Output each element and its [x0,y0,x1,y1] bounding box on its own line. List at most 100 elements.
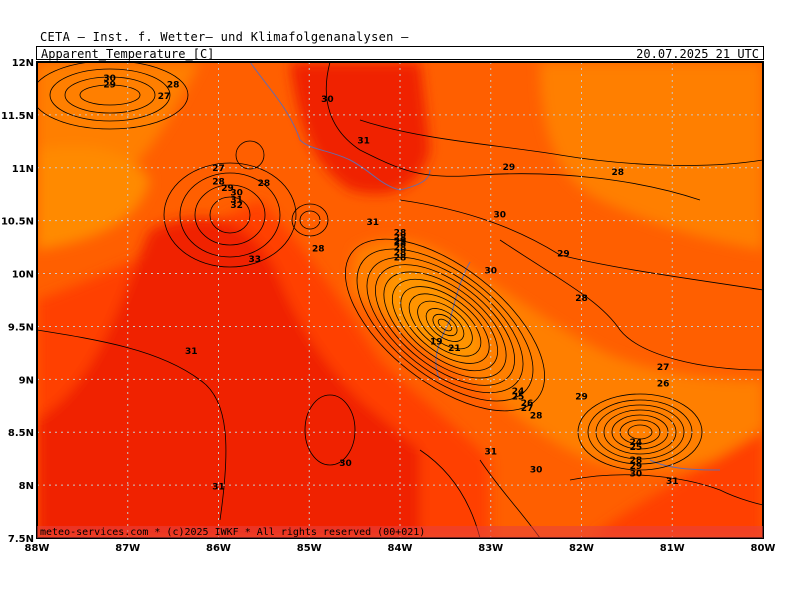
contour-path [399,199,763,291]
contour-ring [425,308,465,342]
lon-label: 84W [388,543,413,554]
contour-label: 24 [512,387,525,397]
contour-label: 31 [367,218,380,228]
contour-label: 28 [394,243,407,253]
contour-label: 21 [448,344,461,354]
contour-ring [79,84,141,106]
lat-label: 8N [19,481,34,492]
contour-label: 28 [394,228,407,238]
contour-ring [291,203,329,237]
lon-label: 82W [569,543,594,554]
contour-ring [408,293,482,357]
contour-label: 28 [258,179,271,189]
shaded-field [37,62,763,538]
contour-cluster-nw [37,62,189,130]
field-zone [540,62,763,250]
contour-label: 28 [630,456,643,466]
contour-label: 28 [612,168,625,178]
contour-label: 33 [249,255,262,265]
contour-label: 30 [339,459,352,469]
contour-ring [344,238,546,412]
contour-label: 30 [630,470,643,480]
lon-label: 85W [297,543,322,554]
contour-ring [209,196,251,234]
contour-label: 26 [521,399,534,409]
contour-label: 27 [521,404,534,414]
contour-ring [400,286,490,364]
field-zone [350,239,763,471]
contour-label: 29 [630,462,643,472]
contour-label: 31 [230,196,243,206]
contour-label: 28 [575,294,588,304]
field-zone [590,430,763,538]
contour-ring [179,172,281,258]
contour-label: 29 [221,184,234,194]
contour-label: 30 [230,188,243,198]
contour-label: 30 [321,95,334,105]
contour-ring [627,424,653,440]
contour-label: 28 [312,244,325,254]
contour-ring [383,271,507,379]
contour-label: 30 [103,74,116,84]
contour-label: 32 [230,201,243,211]
contour-ring [194,184,266,246]
contour-label: 27 [158,92,171,102]
field-zone [37,146,150,250]
contour-path [499,239,763,371]
contour-ring [417,300,473,350]
contour-ring [49,68,171,122]
contour-ring [299,210,321,230]
valid-time-label: 20.07.2025 21 UTC [636,47,759,61]
contour-lines [37,62,763,538]
contour-label: 27 [212,164,225,174]
footer-strip [37,526,763,538]
contour-path [325,62,701,201]
contour-label: 29 [575,392,588,402]
lat-lon-grid [37,62,763,538]
contour-label: 28 [394,233,407,243]
lat-label: 8.5N [8,428,34,439]
contour-ring [375,264,515,386]
contour-label: 28 [212,178,225,188]
contour-path [359,119,763,166]
contour-label: 31 [484,447,497,457]
contour-label: 25 [512,392,525,402]
lat-label: 10N [12,270,34,281]
chart-title: CETA — Inst. f. Wetter— und Klimafolgena… [40,30,409,44]
contour-label: 19 [430,337,443,347]
contour-label: 28 [394,248,407,258]
contour-label: 25 [630,443,643,453]
contour-ring [437,318,453,332]
contour-label: 31 [185,347,198,357]
lat-label: 11.5N [1,111,34,122]
lon-label: 88W [25,543,50,554]
contour-label: 30 [494,210,507,220]
lon-label: 86W [206,543,231,554]
contour-label: 29 [557,250,570,260]
contour-label: 28 [394,238,407,248]
lon-label: 81W [660,543,685,554]
credit-text: meteo-services.com * (c)2025 IWKF * All … [40,527,425,538]
contour-path [569,474,763,506]
contour-label: 28 [394,253,407,263]
contour-ring [37,62,189,130]
contour-label: 31 [357,136,370,146]
lat-label: 12N [12,58,34,69]
contour-ring [603,409,677,455]
lat-label: 7.5N [8,534,34,545]
contour-cluster-nic [163,162,297,268]
parameter-label: Apparent_Temperature_[C] [41,47,215,61]
contour-label: 30 [484,267,497,277]
contour-ring [304,394,356,466]
contour-label: 31 [666,477,679,487]
field-zone [37,218,420,538]
lat-label: 9N [19,375,34,386]
contour-label: 29 [103,80,116,90]
coastline-path [249,62,431,191]
contour-ring [235,140,265,170]
contour-label: 31 [212,482,225,492]
contour-label: 30 [530,465,543,475]
